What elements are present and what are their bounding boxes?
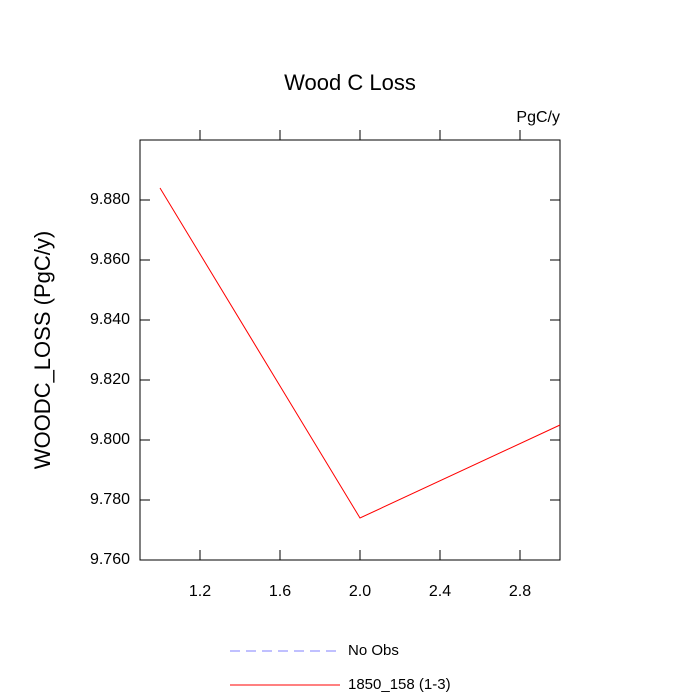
x-tick-label: 1.6 xyxy=(269,583,291,600)
y-tick-label: 9.800 xyxy=(90,431,130,448)
x-tick-label: 1.2 xyxy=(189,583,211,600)
y-tick-label: 9.860 xyxy=(90,251,130,268)
legend-label: 1850_158 (1-3) xyxy=(348,676,451,693)
y-tick-label: 9.780 xyxy=(90,491,130,508)
x-tick-label: 2.8 xyxy=(509,583,531,600)
y-tick-label: 9.820 xyxy=(90,371,130,388)
plot-frame xyxy=(139,139,561,561)
series-line xyxy=(159,187,561,519)
chart-title: Wood C Loss xyxy=(284,70,416,95)
y-tick-label: 9.840 xyxy=(90,311,130,328)
y-axis-label: WOODC_LOSS (PgC/y) xyxy=(30,231,55,469)
units-label: PgC/y xyxy=(516,109,560,126)
y-tick-label: 9.880 xyxy=(90,191,130,208)
y-tick-label: 9.760 xyxy=(90,551,130,568)
x-tick-label: 2.0 xyxy=(349,583,371,600)
x-tick-label: 2.4 xyxy=(429,583,451,600)
legend-label: No Obs xyxy=(348,642,399,659)
